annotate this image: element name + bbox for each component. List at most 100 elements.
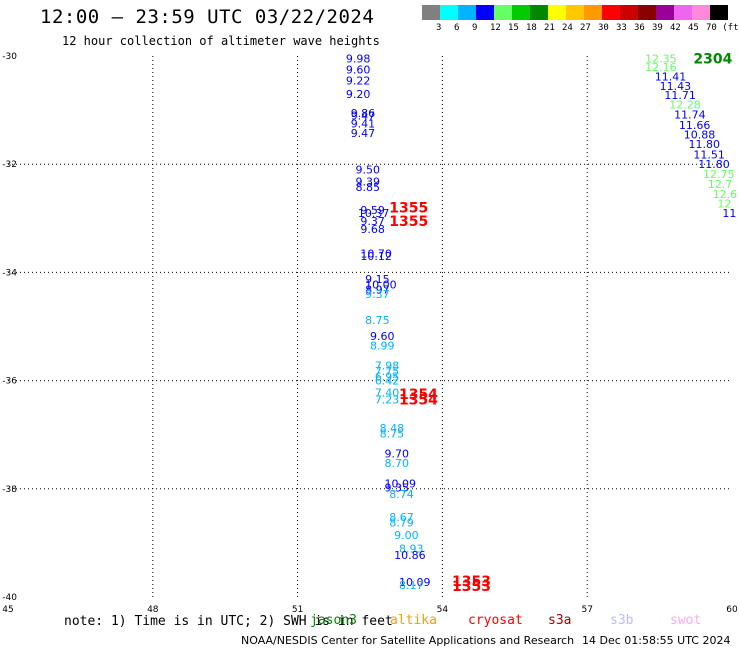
wave-height-value: 11.41 <box>655 71 687 84</box>
scale-swatch <box>656 5 674 20</box>
scale-label: 15 <box>508 23 519 33</box>
satellite-legend-item: altika <box>390 613 437 628</box>
wave-height-value: 9.47 <box>351 110 376 123</box>
wave-height-value: 11.80 <box>698 158 730 171</box>
wave-height-value: 10.88 <box>684 128 716 141</box>
pass-time-label: 1354 <box>399 387 438 403</box>
scale-swatch <box>710 5 728 20</box>
wave-height-value: 8.48 <box>380 422 405 435</box>
wave-height-value: 11.43 <box>660 80 692 93</box>
wave-height-value: 9.41 <box>351 118 376 131</box>
wave-height-value: 11.74 <box>674 108 706 121</box>
wave-height-value: 9.35 <box>384 482 409 495</box>
wave-height-value: 10.09 <box>384 477 416 490</box>
scale-swatch <box>476 5 494 20</box>
wave-height-value: 10.37 <box>358 207 390 220</box>
scale-label: 3 <box>436 23 442 33</box>
scale-label: 45 <box>688 23 699 33</box>
pass-time-label: 1353 <box>452 574 491 590</box>
scale-label: 30 <box>598 23 609 33</box>
pass-time-label: 1355 <box>389 200 428 216</box>
wave-height-value: 7.98 <box>375 359 400 372</box>
scale-swatch <box>458 5 476 20</box>
wave-height-value: 11.66 <box>679 119 711 132</box>
wave-height-value: 12.28 <box>669 99 701 112</box>
wave-height-value: 9.60 <box>346 64 371 77</box>
wave-height-value: 12.16 <box>645 61 677 74</box>
wave-height-value: 6.95 <box>375 370 400 383</box>
pass-time-label: 1353 <box>452 579 491 595</box>
scale-label: 42 <box>670 23 681 33</box>
satellite-legend-item: s3a <box>548 613 572 628</box>
x-tick-label: 48 <box>147 605 159 615</box>
wave-height-value: 8.85 <box>356 181 381 194</box>
wave-height-value: 8.97 <box>365 284 390 297</box>
wave-height-value: 11.80 <box>689 138 721 151</box>
y-tick-label: -38 <box>2 485 17 495</box>
scale-swatch <box>692 5 710 20</box>
wave-height-value: 9.22 <box>346 74 371 87</box>
wave-height-value: 9.37 <box>365 288 390 301</box>
wave-height-value: 9.39 <box>356 176 381 189</box>
wave-height-value: 9.47 <box>351 127 376 140</box>
wave-height-value: 10.12 <box>360 250 392 263</box>
wave-height-value: 8.17 <box>399 579 424 592</box>
wave-height-value: 12.35 <box>645 53 677 66</box>
satellite-legend-item: swot <box>670 613 702 628</box>
scale-label: 36 <box>634 23 645 33</box>
footnote: note: 1) Time is in UTC; 2) SWH is in fe… <box>64 614 393 629</box>
wave-height-value: 8.75 <box>365 314 390 327</box>
scale-label: 21 <box>544 23 555 33</box>
page-subtitle: 12 hour collection of altimeter wave hei… <box>62 34 380 48</box>
scale-label: 12 <box>490 23 501 33</box>
scale-label: 70 (ft) <box>706 23 740 33</box>
wave-height-value: 11 <box>722 207 736 220</box>
x-tick-label: 51 <box>292 605 303 615</box>
wave-height-value: 9.70 <box>384 448 409 461</box>
y-tick-label: -30 <box>2 52 17 62</box>
scale-swatch <box>422 5 440 20</box>
satellite-legend-item: jason3 <box>310 613 357 628</box>
scale-label: 33 <box>616 23 627 33</box>
wave-height-value: 9.15 <box>365 273 390 286</box>
wave-height-value: 10.70 <box>360 247 392 260</box>
wave-height-value: 9.20 <box>346 88 371 101</box>
wave-height-value: 8.70 <box>384 457 409 470</box>
scale-swatch <box>440 5 458 20</box>
page-title: 12:00 — 23:59 UTC 03/22/2024 <box>40 6 375 28</box>
wave-height-value: 9.50 <box>356 164 381 177</box>
wave-height-value: 10.00 <box>365 278 397 291</box>
scale-swatch <box>494 5 512 20</box>
x-tick-label: 60 <box>726 605 738 615</box>
footer-timestamp: 14 Dec 01:58:55 UTC 2024 <box>582 634 731 647</box>
wave-height-value: 8.74 <box>389 488 414 501</box>
scale-swatch <box>602 5 620 20</box>
wave-height-value: 8.67 <box>389 511 414 524</box>
wave-height-value: 8.79 <box>389 516 414 529</box>
wave-height-value: 12.7 <box>708 178 733 191</box>
scale-swatch <box>584 5 602 20</box>
wave-height-value: 9.98 <box>346 53 371 66</box>
scale-swatch <box>512 5 530 20</box>
wave-height-value: 9.60 <box>370 330 395 343</box>
x-tick-label: 54 <box>437 605 449 615</box>
wave-height-value: 6.42 <box>375 375 400 388</box>
wave-height-value: 7.23 <box>375 394 400 407</box>
wave-height-value: 11.71 <box>664 89 696 102</box>
wave-height-value: 10.09 <box>399 576 431 589</box>
scale-label: 24 <box>562 23 573 33</box>
wave-height-value: 9.37 <box>360 215 385 228</box>
scale-swatch <box>638 5 656 20</box>
x-tick-label: 45 <box>2 605 13 615</box>
wave-height-value: 9.86 <box>351 107 376 120</box>
wave-height-value: 12 <box>718 198 732 211</box>
scale-swatch <box>530 5 548 20</box>
wave-height-value: 7.40 <box>375 387 400 400</box>
wave-height-value: 9.00 <box>394 529 419 542</box>
scale-label: 6 <box>454 23 460 33</box>
y-tick-label: -32 <box>2 160 17 170</box>
scale-swatch <box>620 5 638 20</box>
wave-height-value: 8.75 <box>380 428 405 441</box>
pass-time-label: 1354 <box>399 393 438 409</box>
